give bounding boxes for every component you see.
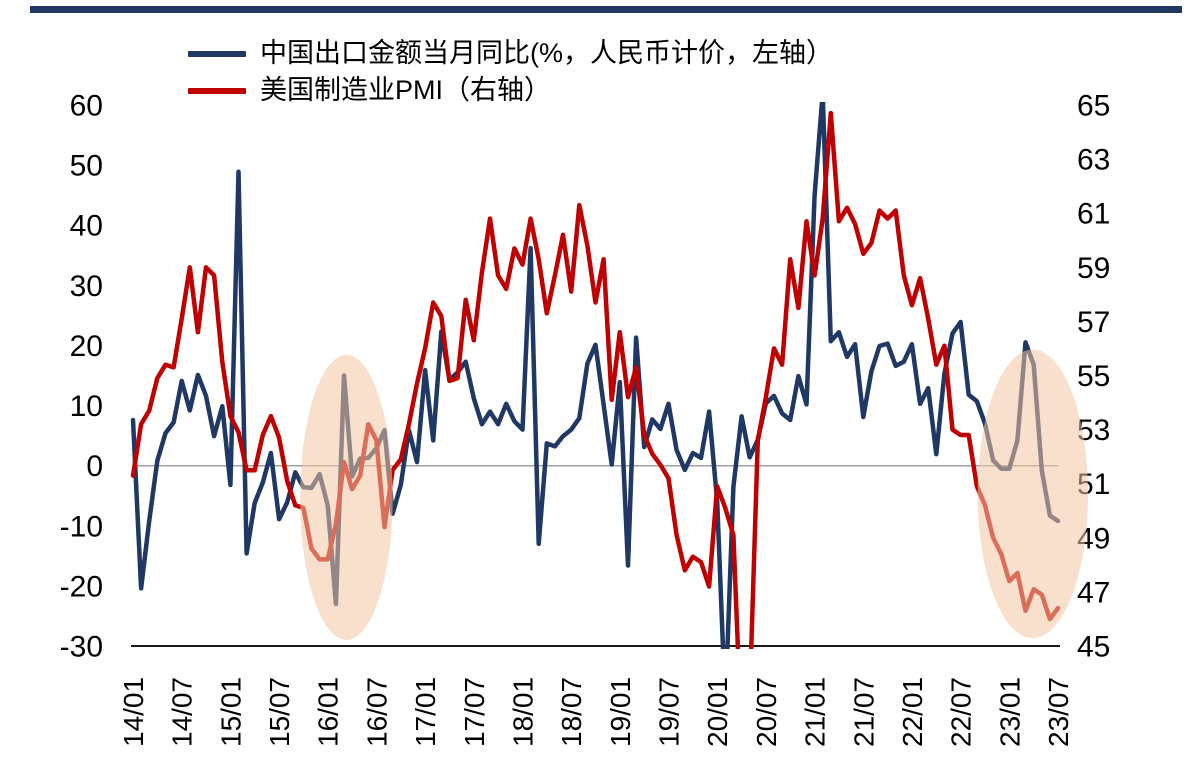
legend-label-us-pmi: 美国制造业PMI（右轴） — [260, 75, 552, 105]
x-axis-tick-label: 18/07 — [556, 677, 587, 747]
x-axis-tick-label: 16/01 — [313, 677, 344, 747]
x-axis-tick-label: 14/01 — [118, 677, 149, 747]
left-axis-tick-label: -10 — [60, 510, 103, 543]
right-axis-tick-label: 47 — [1077, 576, 1110, 609]
left-axis-tick-label: 20 — [70, 330, 103, 363]
x-axis-tick-label: 16/07 — [361, 677, 392, 747]
left-axis-tick-label: -20 — [60, 570, 103, 603]
legend-swatch-china-exports — [188, 50, 246, 57]
x-axis-tick-label: 22/07 — [946, 677, 977, 747]
x-axis-tick-label: 22/01 — [897, 677, 928, 747]
highlight-ellipse — [977, 349, 1088, 639]
x-axis-tick-label: 19/01 — [605, 677, 636, 747]
x-axis-tick-label: 20/07 — [751, 677, 782, 747]
x-axis-tick-label: 19/07 — [654, 677, 685, 747]
highlight-ellipse — [300, 355, 393, 640]
right-axis-tick-label: 59 — [1077, 252, 1110, 285]
x-axis-tick-label: 21/07 — [848, 677, 879, 747]
x-axis-tick-label: 23/07 — [1043, 677, 1074, 747]
x-axis-tick-label: 17/07 — [459, 677, 490, 747]
left-axis-tick-label: 10 — [70, 390, 103, 423]
right-axis-tick-label: 65 — [1077, 90, 1110, 123]
x-axis-tick-label: 21/01 — [800, 677, 831, 747]
legend-swatch-us-pmi — [188, 87, 246, 94]
right-axis-tick-label: 45 — [1077, 631, 1110, 664]
legend-item-china-exports: 中国出口金额当月同比(%，人民币计价，左轴） — [188, 36, 833, 71]
x-axis-tick-label: 20/01 — [702, 677, 733, 747]
right-axis-tick-label: 57 — [1077, 306, 1110, 339]
left-axis-tick-label: 30 — [70, 270, 103, 303]
x-axis-tick-label: 23/01 — [994, 677, 1025, 747]
right-axis-tick-label: 55 — [1077, 360, 1110, 393]
left-axis-tick-label: 40 — [70, 210, 103, 243]
left-axis: 60 50 40 30 20 10 0 -10 -20 -30 — [60, 90, 103, 664]
x-axis-tick-label: 14/07 — [167, 677, 198, 747]
legend-item-us-pmi: 美国制造业PMI（右轴） — [188, 73, 833, 108]
left-axis-tick-label: 60 — [70, 90, 103, 123]
left-axis-tick-label: -30 — [60, 631, 103, 664]
x-axis-tick-label: 18/01 — [508, 677, 539, 747]
right-axis-tick-label: 61 — [1077, 198, 1110, 231]
right-axis-tick-label: 63 — [1077, 144, 1110, 177]
x-axis-tick-label: 15/07 — [264, 677, 295, 747]
top-divider — [30, 6, 1182, 13]
series-line-us-pmi — [130, 110, 1061, 649]
x-axis-tick-label: 15/01 — [215, 677, 246, 747]
series-line-china-exports — [130, 102, 1061, 649]
left-axis-tick-label: 50 — [70, 150, 103, 183]
x-axis: 14/01 14/07 15/01 15/07 16/01 16/07 17/01 17/07… — [118, 677, 1074, 747]
left-axis-tick-label: 0 — [86, 450, 103, 483]
legend-label-china-exports: 中国出口金额当月同比(%，人民币计价，左轴） — [260, 38, 833, 68]
x-axis-tick-label: 17/01 — [410, 677, 441, 747]
chart-legend: 中国出口金额当月同比(%，人民币计价，左轴） 美国制造业PMI（右轴） — [188, 36, 833, 108]
